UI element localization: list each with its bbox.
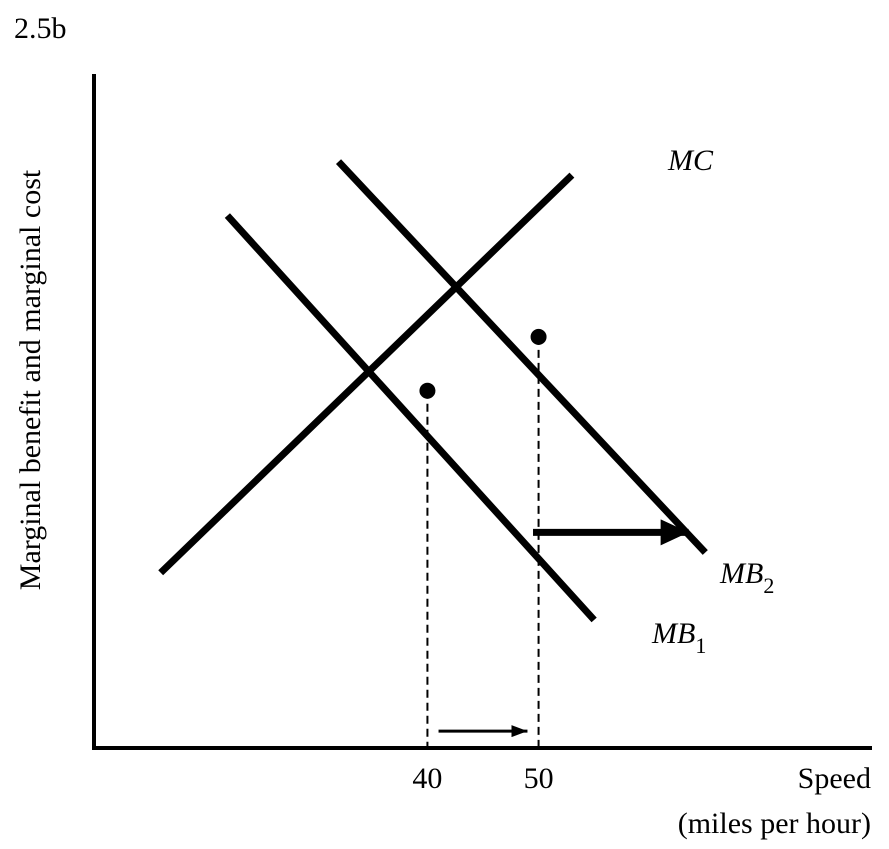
x-axis-title-line1: Speed [798,762,871,795]
curve-label-mc: MC [667,144,714,177]
curve-label-subscript: 2 [763,573,774,598]
x-tick-label-50: 50 [524,762,554,795]
equilibrium-point-50 [530,328,547,345]
equilibrium-point-40 [419,382,436,399]
curve-label-subscript: 1 [695,633,706,658]
x-tick-label-40: 40 [412,762,442,795]
curve-mb2 [335,159,708,555]
curve-mb1 [224,213,597,623]
figure-label: 2.5b [14,12,67,45]
y-axis-title: Marginal benefit and marginal cost [14,169,47,590]
curve-label-mb1: MB1 [651,617,706,658]
plot-area [158,159,708,748]
x-axis-title-line2: (miles per hour) [678,807,871,840]
curve-label-mb2: MB2 [719,557,774,598]
